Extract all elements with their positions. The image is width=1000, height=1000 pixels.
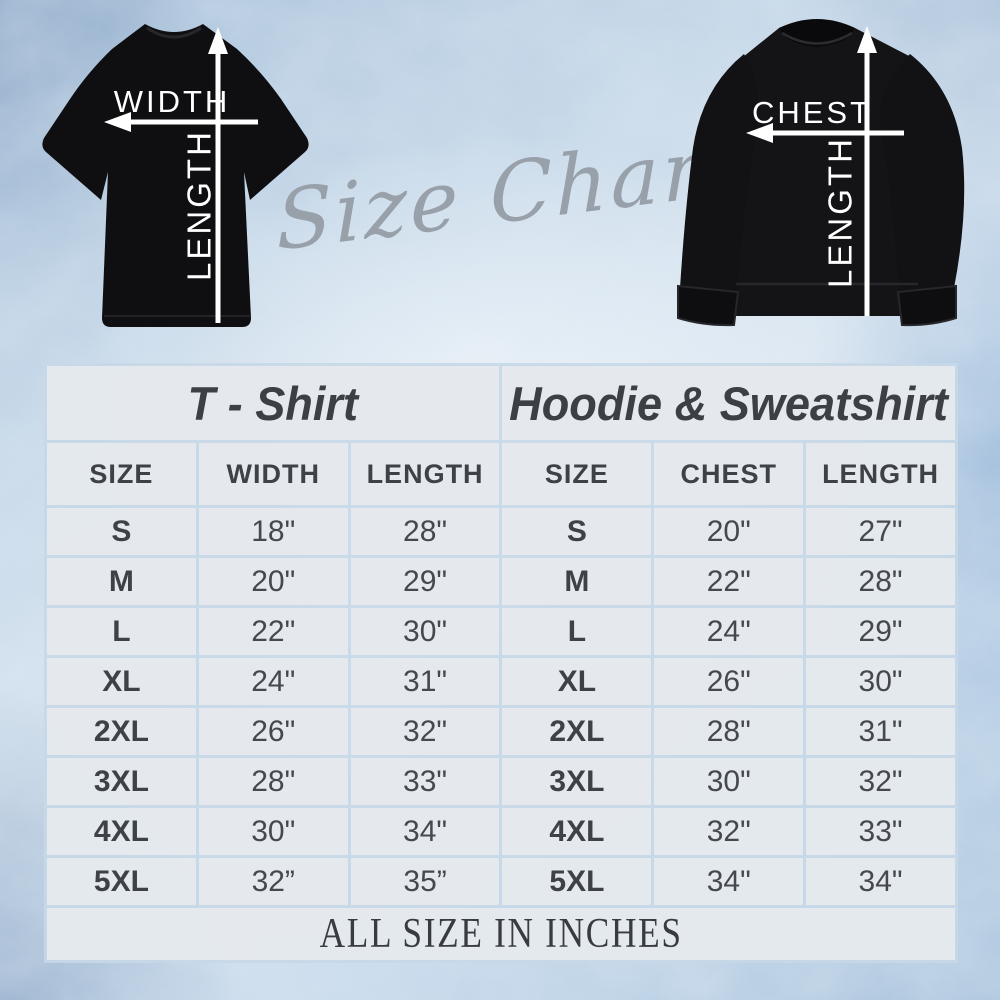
hoodie-row-2xl-size: 2XL (502, 708, 652, 755)
sweatshirt-collar-seam (781, 31, 853, 45)
tshirt-row-3xl-width: 28" (198, 758, 348, 805)
tshirt-row-s-width: 18" (198, 508, 348, 555)
hoodie-row-3xl-chest: 30" (654, 758, 804, 805)
hoodie-row-l-chest: 24" (654, 608, 804, 655)
sweatshirt-length-arrow (857, 26, 877, 316)
hoodie-row-5xl-length: 34" (806, 858, 955, 905)
tshirt-header-width: WIDTH (198, 443, 348, 505)
hoodie-row-4xl-length: 33" (806, 808, 955, 855)
tshirt-width-arrow (104, 112, 258, 132)
sweatshirt-left-cuff (677, 284, 740, 327)
tshirt-row-5xl-width: 32” (198, 858, 348, 905)
tshirt-header-length: LENGTH (350, 443, 500, 505)
tshirt-length-arrow (208, 27, 228, 323)
tshirt-row-xl-size: XL (47, 658, 196, 705)
hoodie-row-xl-length: 30" (806, 658, 955, 705)
footer-note-text: ALL SIZE IN INCHES (319, 911, 683, 957)
hoodie-row-m-size: M (502, 558, 652, 605)
tshirt-length-label: LENGTH (181, 129, 218, 281)
hoodie-row-xl-chest: 26" (654, 658, 804, 705)
hoodie-row-s-chest: 20" (654, 508, 804, 555)
tshirt-row-5xl-size: 5XL (47, 858, 196, 905)
hoodie-row-3xl-size: 3XL (502, 758, 652, 805)
tshirt-row-m-width: 20" (198, 558, 348, 605)
tshirt-row-2xl-width: 26" (198, 708, 348, 755)
footer-note: ALL SIZE IN INCHES (47, 908, 955, 960)
hoodie-row-5xl-chest: 34" (654, 858, 804, 905)
hoodie-table-title: Hoodie & Sweatshirt (502, 366, 955, 440)
tshirt-graphic: WIDTH LENGTH (42, 24, 309, 327)
hoodie-row-5xl-size: 5XL (502, 858, 652, 905)
hoodie-row-s-length: 27" (806, 508, 955, 555)
tshirt-row-2xl-size: 2XL (47, 708, 196, 755)
sweatshirt-right-sleeve (879, 54, 965, 294)
sweatshirt-right-cuff (896, 284, 957, 327)
hoodie-row-3xl-length: 32" (806, 758, 955, 805)
tshirt-header-size: SIZE (47, 443, 196, 505)
hoodie-header-chest: CHEST (654, 443, 804, 505)
tshirt-row-s-length: 28" (350, 508, 500, 555)
garment-diagrams: WIDTH LENGTH CHEST LENGTH (42, 19, 965, 327)
tshirt-row-l-size: L (47, 608, 196, 655)
hoodie-row-2xl-chest: 28" (654, 708, 804, 755)
tshirt-table-title: T - Shirt (47, 366, 500, 440)
hoodie-row-s-size: S (502, 508, 652, 555)
hoodie-row-xl-size: XL (502, 658, 652, 705)
tshirt-row-4xl-width: 30" (198, 808, 348, 855)
tshirt-row-xl-width: 24" (198, 658, 348, 705)
hoodie-row-m-chest: 22" (654, 558, 804, 605)
tshirt-row-s-size: S (47, 508, 196, 555)
tshirt-row-m-length: 29" (350, 558, 500, 605)
sweatshirt-left-sleeve (680, 54, 759, 294)
hoodie-header-size: SIZE (502, 443, 652, 505)
sweatshirt-chest-arrow (746, 123, 904, 143)
hoodie-header-length: LENGTH (806, 443, 955, 505)
size-chart-table: T - Shirt Hoodie & Sweatshirt SIZE WIDTH… (44, 363, 958, 963)
tshirt-body (42, 24, 309, 327)
hoodie-row-4xl-chest: 32" (654, 808, 804, 855)
hoodie-row-m-length: 28" (806, 558, 955, 605)
tshirt-row-m-size: M (47, 558, 196, 605)
tshirt-row-l-length: 30" (350, 608, 500, 655)
tshirt-row-l-width: 22" (198, 608, 348, 655)
hoodie-row-l-size: L (502, 608, 652, 655)
tshirt-row-xl-length: 31" (350, 658, 500, 705)
tshirt-row-4xl-size: 4XL (47, 808, 196, 855)
tshirt-row-3xl-size: 3XL (47, 758, 196, 805)
tshirt-collar-seam (146, 26, 202, 39)
hoodie-row-2xl-length: 31" (806, 708, 955, 755)
hoodie-row-4xl-size: 4XL (502, 808, 652, 855)
sweatshirt-body (722, 20, 932, 316)
hoodie-row-l-length: 29" (806, 608, 955, 655)
tshirt-row-2xl-length: 32" (350, 708, 500, 755)
tshirt-width-label: WIDTH (114, 84, 231, 119)
sweatshirt-graphic: CHEST LENGTH (677, 19, 965, 327)
sweatshirt-length-label: LENGTH (822, 136, 859, 288)
tshirt-row-3xl-length: 33" (350, 758, 500, 805)
sweatshirt-chest-label: CHEST (752, 95, 872, 130)
hoodie-table-title-text: Hoodie & Sweatshirt (509, 376, 949, 430)
tshirt-table-title-text: T - Shirt (188, 376, 359, 430)
tshirt-row-5xl-length: 35” (350, 858, 500, 905)
tshirt-row-4xl-length: 34" (350, 808, 500, 855)
